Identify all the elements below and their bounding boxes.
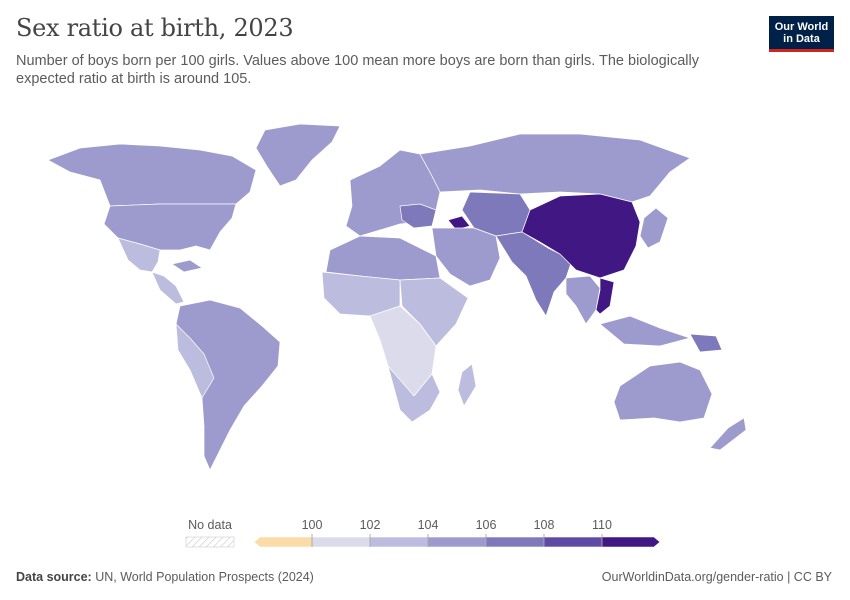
legend-tick-label-4: 108 bbox=[534, 518, 555, 532]
region-india[interactable] bbox=[495, 231, 573, 317]
legend-no-data-swatch bbox=[185, 536, 235, 548]
chart-subtitle: Number of boys born per 100 girls. Value… bbox=[16, 53, 699, 87]
region-north-america-north[interactable] bbox=[47, 143, 257, 207]
legend-bin-3 bbox=[427, 536, 487, 548]
source-label: Data source: bbox=[16, 570, 92, 584]
legend-tick-label-0: 100 bbox=[302, 518, 323, 532]
region-southern-africa[interactable] bbox=[387, 365, 441, 423]
region-southeast-asia[interactable] bbox=[565, 275, 601, 325]
region-indonesia[interactable] bbox=[599, 315, 691, 347]
legend-tick-labels: 100 102 104 106 108 110 bbox=[302, 518, 612, 547]
region-south-america[interactable] bbox=[175, 299, 281, 471]
legend-bin-2 bbox=[369, 536, 429, 548]
legend-tick-label-1: 102 bbox=[360, 518, 381, 532]
legend-bin-5 bbox=[543, 536, 603, 548]
legend-bin-6 bbox=[601, 536, 661, 548]
source-text: UN, World Population Prospects (2024) bbox=[95, 570, 314, 584]
footer-link[interactable]: OurWorldinData.org/gender-ratio | CC BY bbox=[601, 570, 832, 584]
legend-bin-1 bbox=[311, 536, 371, 548]
world-map[interactable] bbox=[0, 110, 850, 510]
region-japan-korea[interactable] bbox=[639, 207, 669, 249]
logo-line-2: in Data bbox=[783, 33, 820, 45]
chart-title: Sex ratio at birth, 2023 bbox=[16, 14, 294, 42]
footer-source: Data source: UN, World Population Prospe… bbox=[16, 570, 314, 584]
region-central-america[interactable] bbox=[151, 271, 185, 305]
region-russia[interactable] bbox=[419, 133, 691, 203]
region-middle-east[interactable] bbox=[431, 227, 501, 287]
legend-no-data-label: No data bbox=[188, 518, 232, 532]
legend-tick-label-2: 104 bbox=[418, 518, 439, 532]
legend-color-bins bbox=[253, 536, 661, 548]
region-caribbean[interactable] bbox=[171, 259, 203, 273]
map-legend: No data 100 102 104 106 108 110 bbox=[185, 518, 661, 548]
owid-logo[interactable]: Our World in Data bbox=[769, 16, 834, 52]
region-papua[interactable] bbox=[689, 333, 723, 353]
region-australia[interactable] bbox=[613, 361, 713, 423]
legend-tick-label-3: 106 bbox=[476, 518, 497, 532]
region-east-africa[interactable] bbox=[399, 277, 469, 347]
logo-line-1: Our World bbox=[774, 21, 829, 33]
region-west-africa[interactable] bbox=[321, 271, 401, 317]
region-new-zealand[interactable] bbox=[709, 417, 747, 451]
legend-bin-0 bbox=[253, 536, 313, 548]
region-mexico[interactable] bbox=[117, 237, 161, 273]
region-madagascar[interactable] bbox=[457, 363, 477, 407]
region-south-america-west[interactable] bbox=[175, 323, 215, 399]
region-europe-southeast[interactable] bbox=[399, 203, 437, 229]
region-greenland[interactable] bbox=[255, 123, 341, 187]
region-caucasus[interactable] bbox=[447, 215, 471, 231]
legend-tick-label-5: 110 bbox=[592, 518, 612, 532]
region-north-africa[interactable] bbox=[325, 235, 441, 281]
region-china[interactable] bbox=[521, 193, 641, 279]
region-vietnam[interactable] bbox=[595, 277, 615, 315]
legend-bin-4 bbox=[485, 536, 545, 548]
